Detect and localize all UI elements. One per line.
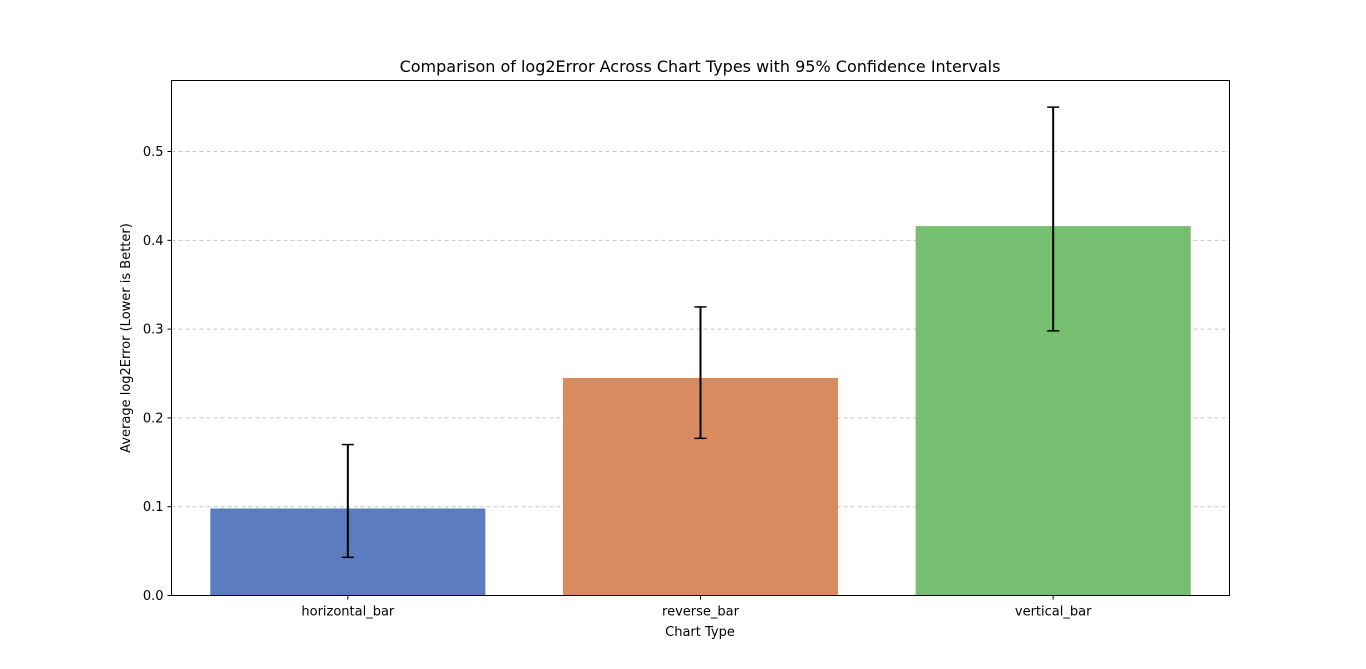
y-axis-ticks: 0.0 0.1 0.2 0.3 0.4 0.5	[143, 145, 172, 604]
y-tick-label: 0.1	[143, 500, 164, 515]
y-tick-label: 0.4	[143, 234, 164, 249]
x-axis-label: Chart Type	[665, 625, 735, 640]
y-tick-label: 0.3	[143, 323, 164, 338]
y-tick-label: 0.5	[143, 145, 164, 160]
y-axis-label: Average log2Error (Lower is Better)	[119, 223, 134, 453]
y-tick-label: 0.2	[143, 411, 164, 426]
x-tick-label: vertical_bar	[1015, 605, 1092, 620]
chart-title: Comparison of log2Error Across Chart Typ…	[400, 57, 1001, 76]
x-tick-label: horizontal_bar	[301, 605, 395, 620]
y-tick-label: 0.0	[143, 589, 164, 604]
x-tick-label: reverse_bar	[662, 605, 740, 620]
x-axis-ticks: horizontal_bar reverse_bar vertical_bar	[301, 595, 1092, 620]
error-bars	[341, 106, 1060, 559]
